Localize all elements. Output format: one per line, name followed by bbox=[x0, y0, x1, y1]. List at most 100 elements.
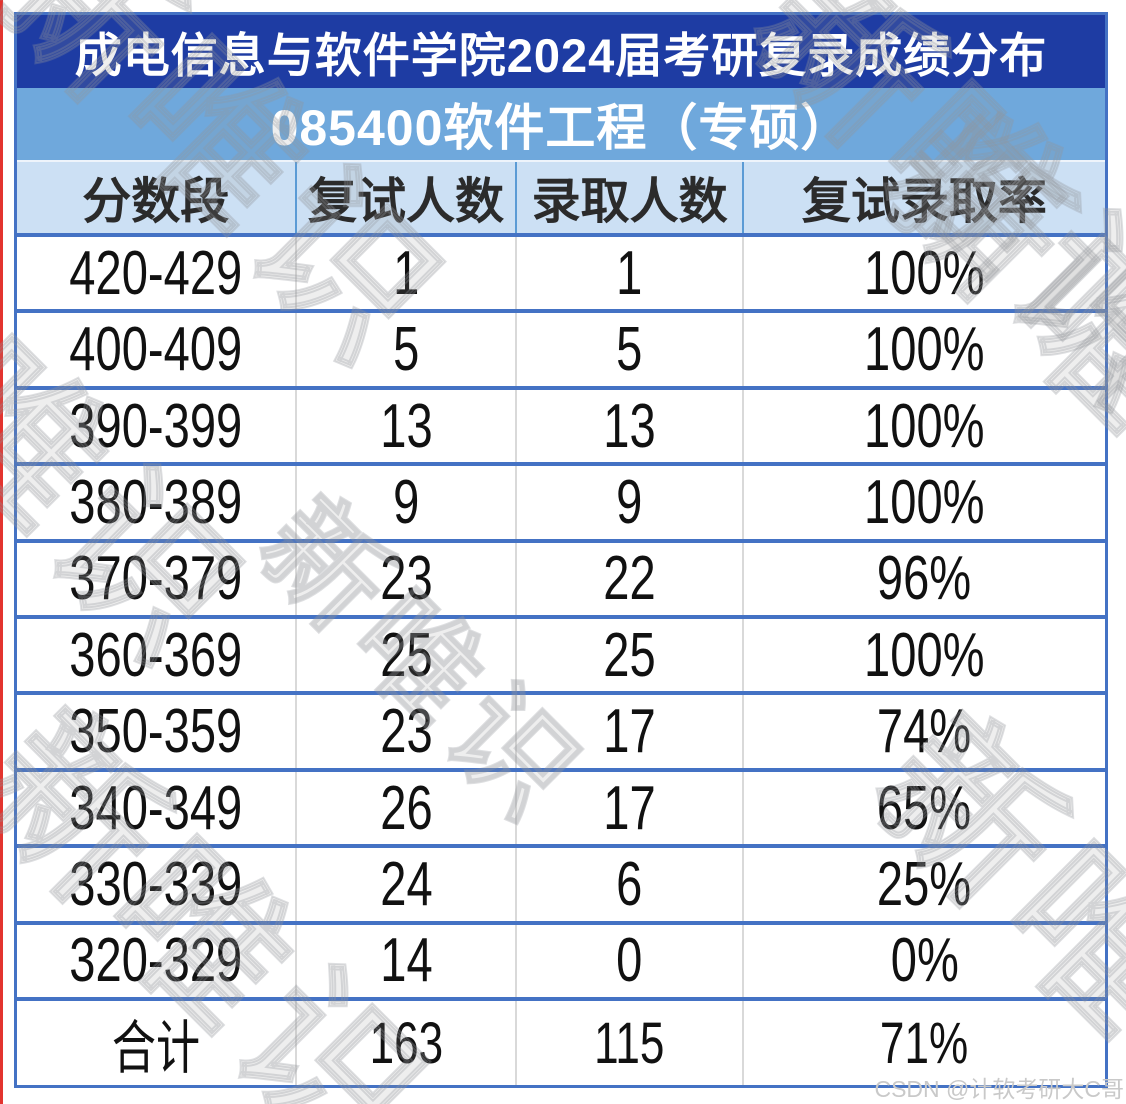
cell-score-range: 350-359 bbox=[17, 695, 297, 768]
cell-interviewed: 25 bbox=[297, 619, 518, 692]
cell-value: 115 bbox=[594, 1010, 665, 1076]
cell-score-range: 340-349 bbox=[17, 771, 297, 845]
table-subtitle: 085400软件工程（专硕） bbox=[17, 88, 1105, 160]
cell-admission-rate: 25% bbox=[744, 848, 1105, 920]
cell-value: 5 bbox=[392, 315, 420, 385]
cell-interviewed: 26 bbox=[297, 771, 518, 845]
cell-value: 390-399 bbox=[69, 391, 243, 461]
cell-value: 330-339 bbox=[69, 849, 243, 919]
cell-value: 25 bbox=[603, 620, 656, 690]
cell-value: 100% bbox=[864, 391, 985, 461]
cell-value: 合计 bbox=[111, 1016, 200, 1082]
cell-interviewed: 23 bbox=[297, 542, 518, 616]
cell-admission-rate: 100% bbox=[744, 619, 1105, 691]
cell-value: 17 bbox=[603, 773, 656, 843]
cell-score-range: 320-329 bbox=[17, 924, 297, 998]
cell-value: 1 bbox=[392, 238, 420, 308]
table-row: 330-339 24 6 25% bbox=[17, 844, 1105, 921]
cell-score-range: 330-339 bbox=[17, 848, 297, 921]
cell-admitted: 22 bbox=[517, 542, 744, 616]
cell-total-label: 合计 bbox=[17, 1001, 297, 1086]
cell-interviewed: 23 bbox=[297, 695, 518, 768]
cell-value: 163 bbox=[369, 1010, 443, 1076]
cell-value: 400-409 bbox=[69, 315, 243, 385]
cell-admitted: 17 bbox=[517, 695, 744, 768]
cell-admission-rate: 100% bbox=[744, 237, 1105, 309]
score-distribution-table: 成电信息与软件学院2024届考研复录成绩分布 085400软件工程（专硕） 分数… bbox=[14, 12, 1108, 1088]
cell-value: 13 bbox=[379, 391, 433, 461]
cell-total-admission-rate: 71% bbox=[744, 1001, 1105, 1085]
cell-admitted: 25 bbox=[517, 619, 744, 692]
left-red-strip bbox=[0, 0, 3, 1104]
cell-value: 23 bbox=[379, 697, 433, 767]
cell-value: 0 bbox=[616, 926, 643, 996]
cell-admitted: 0 bbox=[517, 924, 744, 998]
cell-interviewed: 14 bbox=[297, 924, 518, 998]
cell-value: 100% bbox=[864, 620, 985, 690]
cell-value: 100% bbox=[864, 238, 985, 308]
cell-value: 96% bbox=[877, 544, 972, 614]
column-header-interviewed: 复试人数 bbox=[297, 162, 518, 233]
cell-value: 26 bbox=[379, 773, 433, 843]
cell-value: 340-349 bbox=[69, 773, 243, 843]
column-header-admitted: 录取人数 bbox=[517, 162, 744, 233]
cell-admission-rate: 0% bbox=[744, 925, 1105, 997]
table-body: 420-429 1 1 100% 400-409 5 5 100% 390-39… bbox=[17, 233, 1105, 1086]
cell-value: 350-359 bbox=[69, 697, 243, 767]
cell-admission-rate: 74% bbox=[744, 695, 1105, 767]
cell-value: 0% bbox=[890, 926, 959, 996]
table-row: 380-389 9 9 100% bbox=[17, 462, 1105, 539]
cell-score-range: 380-389 bbox=[17, 466, 297, 539]
cell-value: 25% bbox=[877, 849, 972, 919]
cell-value: 71% bbox=[880, 1010, 969, 1076]
cell-score-range: 400-409 bbox=[17, 313, 297, 386]
cell-value: 100% bbox=[864, 315, 985, 385]
cell-value: 25 bbox=[379, 620, 433, 690]
csdn-credit-watermark: CSDN @计软考研大C哥 bbox=[874, 1076, 1124, 1102]
cell-admitted: 13 bbox=[517, 389, 744, 463]
cell-value: 1 bbox=[616, 238, 643, 308]
cell-total-admitted: 115 bbox=[517, 1001, 744, 1086]
cell-admission-rate: 100% bbox=[744, 313, 1105, 385]
cell-value: 320-329 bbox=[69, 926, 243, 996]
cell-value: 17 bbox=[603, 697, 656, 767]
table-header-row: 分数段 复试人数 录取人数 复试录取率 bbox=[17, 160, 1105, 233]
cell-interviewed: 9 bbox=[297, 466, 518, 539]
column-header-admission-rate: 复试录取率 bbox=[801, 175, 1047, 229]
cell-admitted: 6 bbox=[517, 848, 744, 921]
cell-value: 24 bbox=[379, 849, 433, 919]
table-row: 400-409 5 5 100% bbox=[17, 309, 1105, 386]
cell-score-range: 420-429 bbox=[17, 237, 297, 310]
table-title: 成电信息与软件学院2024届考研复录成绩分布 bbox=[17, 15, 1105, 88]
cell-value: 65% bbox=[877, 773, 972, 843]
table-row: 320-329 14 0 0% bbox=[17, 920, 1105, 998]
cell-value: 22 bbox=[603, 544, 656, 614]
cell-value: 420-429 bbox=[69, 238, 243, 308]
cell-admission-rate: 100% bbox=[744, 390, 1105, 462]
cell-admitted: 9 bbox=[517, 466, 744, 539]
cell-admission-rate: 100% bbox=[744, 466, 1105, 538]
cell-admitted: 1 bbox=[517, 237, 744, 310]
cell-admitted: 5 bbox=[517, 313, 744, 386]
cell-value: 5 bbox=[616, 315, 643, 385]
cell-value: 9 bbox=[392, 467, 420, 537]
table-row: 390-399 13 13 100% bbox=[17, 385, 1105, 463]
cell-value: 380-389 bbox=[69, 467, 243, 537]
column-header-score-range: 分数段 bbox=[17, 162, 297, 233]
cell-interviewed: 5 bbox=[297, 313, 518, 386]
cell-admission-rate: 65% bbox=[744, 772, 1105, 844]
table-row: 420-429 1 1 100% bbox=[17, 233, 1105, 310]
cell-value: 360-369 bbox=[69, 620, 243, 690]
cell-value: 74% bbox=[877, 697, 972, 767]
cell-admitted: 17 bbox=[517, 771, 744, 845]
cell-value: 6 bbox=[616, 849, 643, 919]
cell-interviewed: 1 bbox=[297, 237, 518, 310]
cell-value: 23 bbox=[379, 544, 433, 614]
cell-interviewed: 13 bbox=[297, 389, 518, 463]
cell-score-range: 390-399 bbox=[17, 389, 297, 463]
cell-score-range: 360-369 bbox=[17, 619, 297, 692]
cell-value: 14 bbox=[379, 926, 433, 996]
cell-value: 13 bbox=[603, 391, 656, 461]
cell-value: 100% bbox=[864, 467, 985, 537]
